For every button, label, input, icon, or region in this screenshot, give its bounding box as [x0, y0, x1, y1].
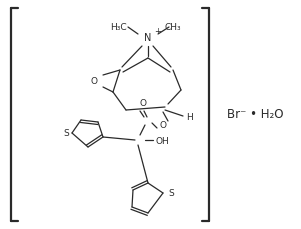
Text: OH: OH — [155, 136, 169, 145]
Text: H₃C: H₃C — [110, 22, 126, 32]
Text: +: + — [154, 27, 161, 35]
Text: O: O — [139, 98, 147, 107]
Text: O: O — [160, 122, 166, 131]
Text: O: O — [91, 76, 98, 85]
Text: CH₃: CH₃ — [165, 22, 181, 32]
Text: S: S — [168, 188, 174, 197]
Text: N: N — [144, 33, 152, 43]
Text: S: S — [63, 128, 69, 137]
Text: H: H — [187, 112, 193, 122]
Text: Br⁻ • H₂O: Br⁻ • H₂O — [227, 107, 283, 120]
